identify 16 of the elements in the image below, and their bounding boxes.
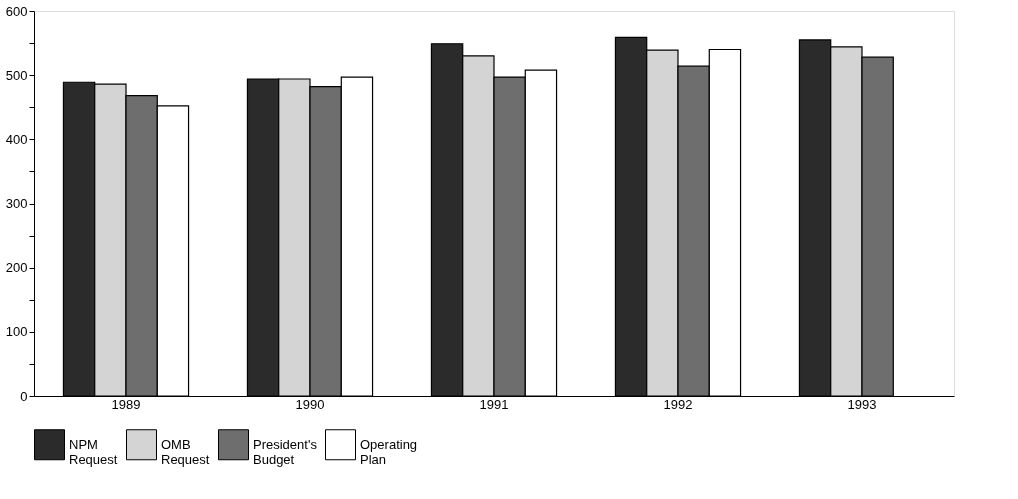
x-tick-label: 1993	[847, 396, 877, 412]
legend-label: NPM Request	[69, 436, 118, 467]
y-tick-label: 0	[20, 388, 28, 404]
y-tick-label: 500	[5, 67, 28, 83]
y-tick-label: 200	[5, 260, 28, 276]
x-tick-label: 1991	[479, 396, 509, 412]
x-tick-label: 1992	[663, 396, 693, 412]
legend-label: President's Budget	[253, 436, 318, 467]
x-tick-label: 1990	[295, 396, 325, 412]
y-tick-label: 100	[5, 324, 28, 340]
y-tick-label: 300	[5, 196, 28, 211]
legend-label: OMB Request	[161, 436, 210, 467]
x-tick-label: 1989	[111, 396, 141, 412]
y-tick-label: 400	[5, 131, 28, 147]
legend-label: Operating Plan	[360, 436, 418, 467]
y-tick-label: 600	[5, 3, 28, 19]
